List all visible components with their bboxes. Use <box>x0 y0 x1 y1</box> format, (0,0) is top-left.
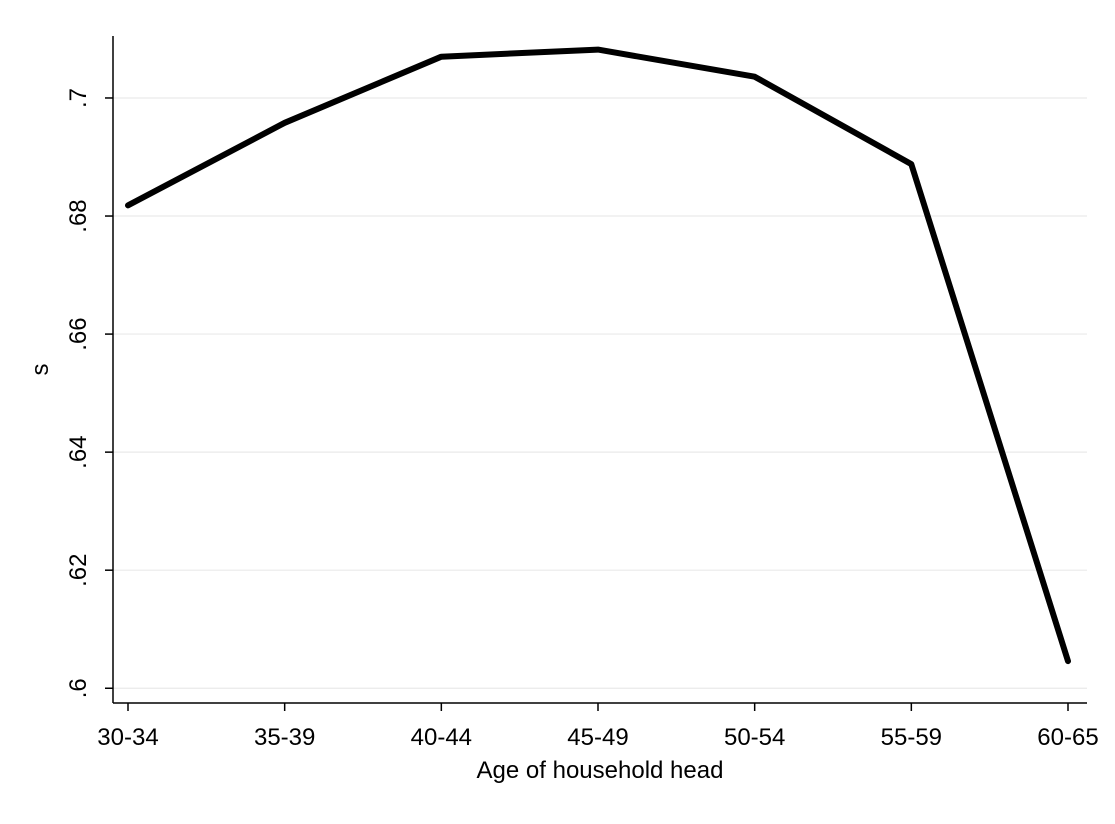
x-tick-label: 55-59 <box>881 724 942 751</box>
x-axis-ticks: 30-34 35-39 40-44 45-49 50-54 55-59 60-65 <box>97 703 1099 751</box>
x-tick-label: 30-34 <box>97 724 158 751</box>
y-axis-ticks: .6 .62 .64 .66 .68 .7 <box>65 88 113 698</box>
data-point <box>597 48 599 51</box>
data-point <box>127 204 129 207</box>
y-tick-label: .64 <box>65 435 92 468</box>
gridlines <box>113 97 1087 689</box>
y-tick-label: .62 <box>65 554 92 587</box>
x-tick-label: 35-39 <box>254 724 315 751</box>
x-tick-label: 60-65 <box>1037 724 1098 751</box>
y-tick-label: .68 <box>65 199 92 232</box>
data-point <box>1067 660 1069 663</box>
data-point <box>440 55 443 58</box>
y-tick-label: .7 <box>65 88 92 108</box>
x-tick-label: 40-44 <box>411 724 472 751</box>
series <box>125 46 1071 665</box>
x-tick-label: 50-54 <box>724 724 785 751</box>
x-axis-title: Age of household head <box>477 757 724 784</box>
data-point <box>753 75 756 78</box>
axes <box>112 36 1087 704</box>
y-tick-label: .6 <box>65 678 92 698</box>
data-point <box>283 121 286 124</box>
x-tick-label: 45-49 <box>567 724 628 751</box>
y-tick-label: .66 <box>65 317 92 350</box>
y-axis-title: s <box>27 364 54 376</box>
data-point <box>910 163 913 166</box>
